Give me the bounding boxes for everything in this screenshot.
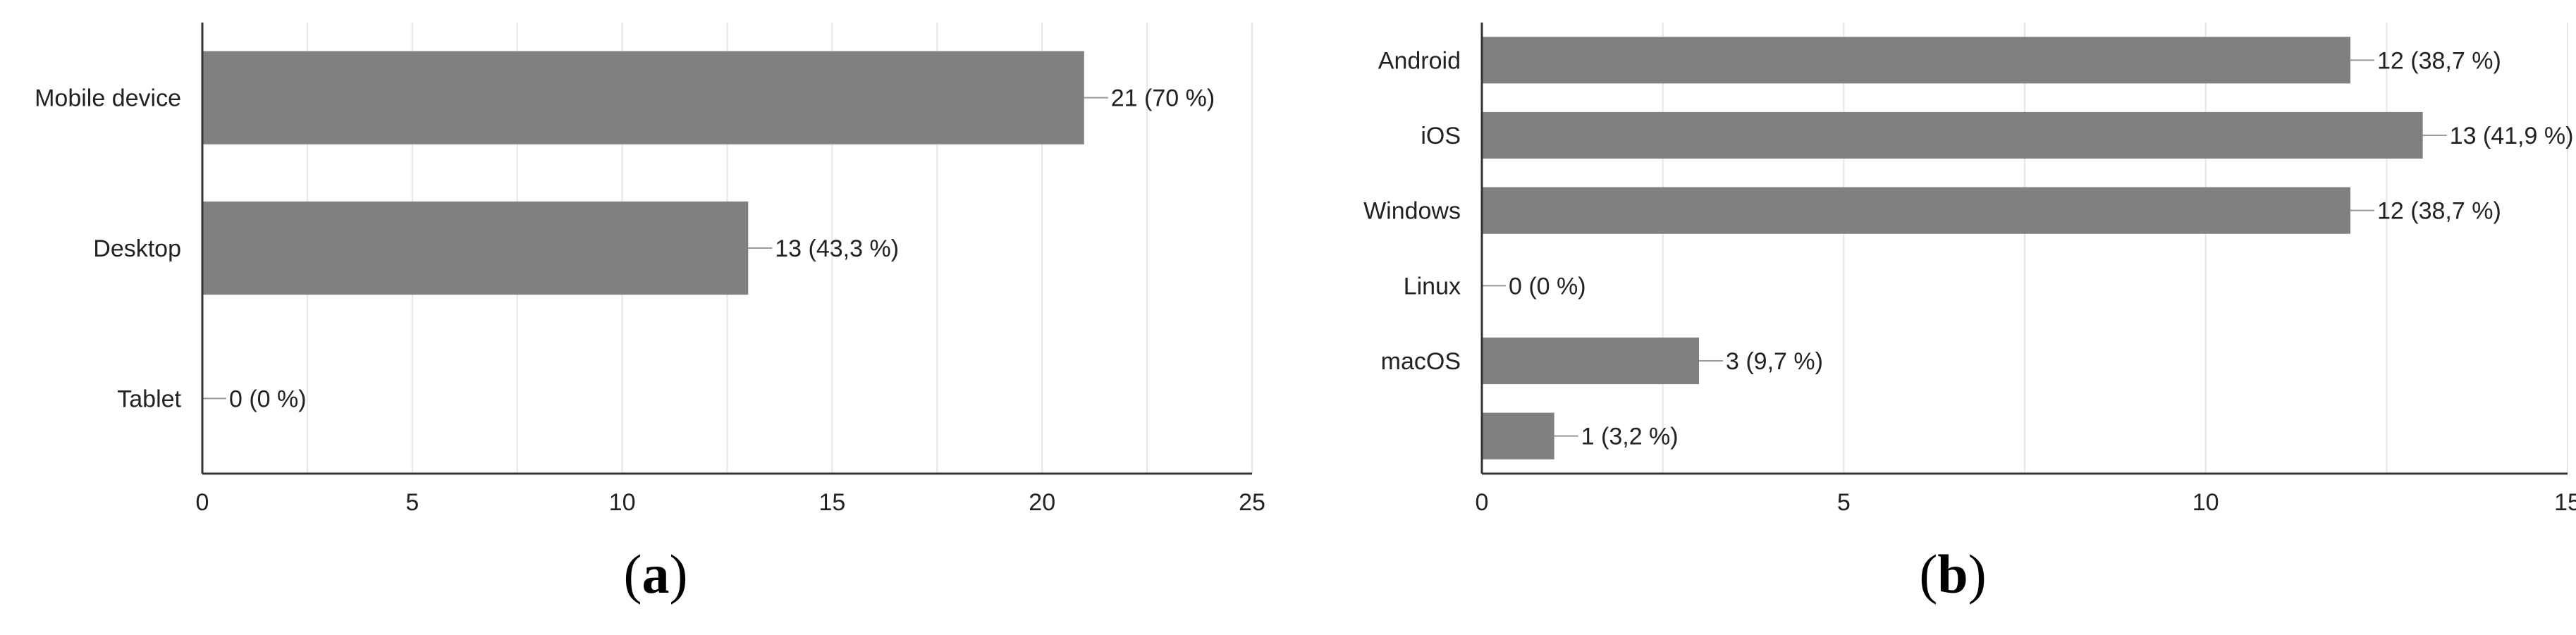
- chart-b-data-label: 12 (38,7 %): [2377, 198, 2501, 225]
- chart-b-tick-label: 5: [1837, 489, 1851, 516]
- chart-b-data-label: 3 (9,7 %): [1726, 348, 1823, 375]
- chart-b-category-label: iOS: [1421, 123, 1461, 149]
- chart-a-bar: [202, 201, 749, 295]
- chart-a-bar: [202, 51, 1084, 144]
- chart-b-operating-systems: 0 5 10 15 Android 12 (38,7 %) iOS 13 (41,9 %) Wi…: [1363, 23, 2576, 516]
- chart-b-tick-label: 0: [1476, 489, 1489, 516]
- chart-b-data-label: 13 (41,9 %): [2450, 123, 2574, 149]
- chart-a-data-label: 21 (70 %): [1111, 85, 1215, 112]
- caption-b: (b): [1919, 543, 1987, 605]
- chart-b-category-label: Windows: [1363, 198, 1461, 225]
- chart-b-tick-label: 10: [2192, 489, 2219, 516]
- chart-a-category-label: Mobile device: [35, 85, 181, 112]
- chart-b-category-label: macOS: [1381, 348, 1461, 375]
- chart-b-data-label: 0 (0 %): [1509, 273, 1586, 300]
- chart-a-tick-label: 0: [196, 489, 209, 516]
- chart-a-tick-label: 20: [1029, 489, 1055, 516]
- chart-a-tick-label: 10: [609, 489, 636, 516]
- chart-b-bar: [1482, 412, 1554, 460]
- chart-b-bar: [1482, 337, 1699, 385]
- chart-a-data-label: 13 (43,3 %): [775, 235, 899, 262]
- chart-b-category-label: Linux: [1404, 273, 1461, 300]
- chart-b-category-label: Android: [1378, 47, 1461, 74]
- chart-a-tick-label: 25: [1239, 489, 1265, 516]
- chart-a-tick-label: 5: [405, 489, 419, 516]
- chart-b-tick-label: 15: [2554, 489, 2576, 516]
- chart-b-bar: [1482, 111, 2423, 159]
- chart-a-tick-label: 15: [818, 489, 845, 516]
- chart-a-category-label: Tablet: [117, 386, 181, 412]
- chart-b-data-label: 1 (3,2 %): [1581, 424, 1679, 450]
- chart-b-bar: [1482, 37, 2350, 84]
- chart-b-data-label: 12 (38,7 %): [2377, 47, 2501, 74]
- caption-a: (a): [623, 543, 688, 605]
- chart-a-data-label: 0 (0 %): [229, 386, 307, 412]
- chart-a-device-usage: 0 5 10 15 20 25 Mobile device 21 (70 %) Desktop 1…: [35, 23, 1265, 516]
- chart-b-bar: [1482, 187, 2350, 234]
- chart-a-category-label: Desktop: [93, 235, 181, 262]
